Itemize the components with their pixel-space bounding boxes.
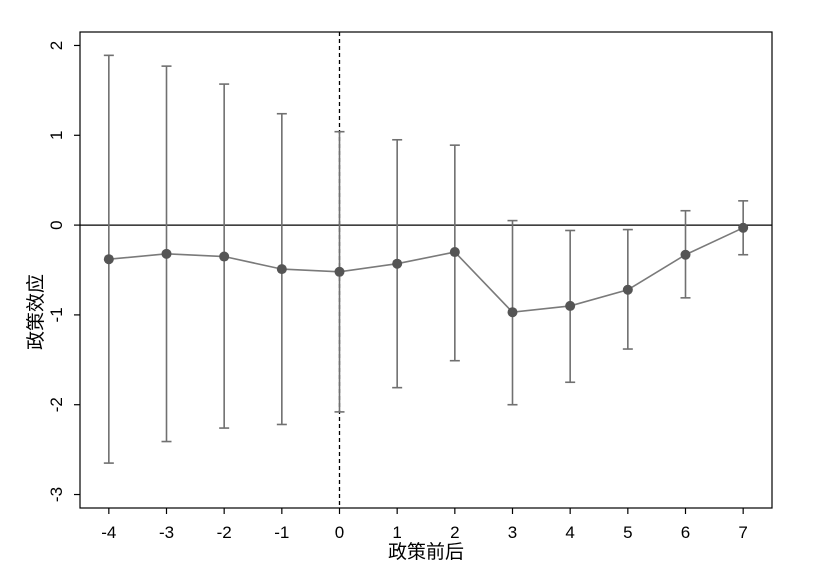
data-point — [103, 254, 114, 265]
y-tick-label: -1 — [47, 307, 66, 322]
data-point — [507, 307, 518, 318]
x-tick-label: -3 — [159, 523, 174, 542]
x-tick-label: -1 — [274, 523, 289, 542]
data-point — [680, 249, 691, 260]
y-axis-title: 政策效应 — [25, 274, 47, 350]
x-tick-label: 1 — [392, 523, 401, 542]
x-tick-label: 2 — [450, 523, 459, 542]
data-point — [565, 300, 576, 311]
x-axis: -4 -3 -2 -1 0 1 2 3 4 5 6 7 — [101, 508, 748, 542]
y-tick-label: -3 — [47, 487, 66, 502]
data-point — [276, 264, 287, 275]
y-tick-label: -2 — [47, 397, 66, 412]
data-point — [161, 248, 172, 259]
plot-frame — [79, 31, 773, 509]
y-axis: -3 -2 -1 0 1 2 — [47, 41, 80, 502]
x-tick-label: 6 — [681, 523, 690, 542]
x-tick-label: 7 — [738, 523, 747, 542]
series-line — [108, 227, 744, 314]
x-tick-label: 0 — [335, 523, 344, 542]
x-tick-label: -4 — [101, 523, 116, 542]
data-point — [449, 247, 460, 258]
x-tick-label: 4 — [565, 523, 574, 542]
y-tick-label: 0 — [47, 220, 66, 229]
point-markers — [103, 222, 749, 318]
data-point — [334, 266, 345, 277]
y-tick-label: 1 — [47, 131, 66, 140]
data-point — [738, 222, 749, 233]
reference-lines — [80, 32, 772, 508]
data-point — [622, 284, 633, 295]
data-point — [219, 251, 230, 262]
data-point — [392, 258, 403, 269]
x-tick-label: 3 — [508, 523, 517, 542]
series-line-group — [108, 227, 744, 314]
y-tick-label: 2 — [47, 41, 66, 50]
confidence-intervals — [103, 54, 749, 464]
x-tick-label: -2 — [217, 523, 232, 542]
x-axis-title: 政策前后 — [388, 541, 464, 563]
x-tick-label: 5 — [623, 523, 632, 542]
